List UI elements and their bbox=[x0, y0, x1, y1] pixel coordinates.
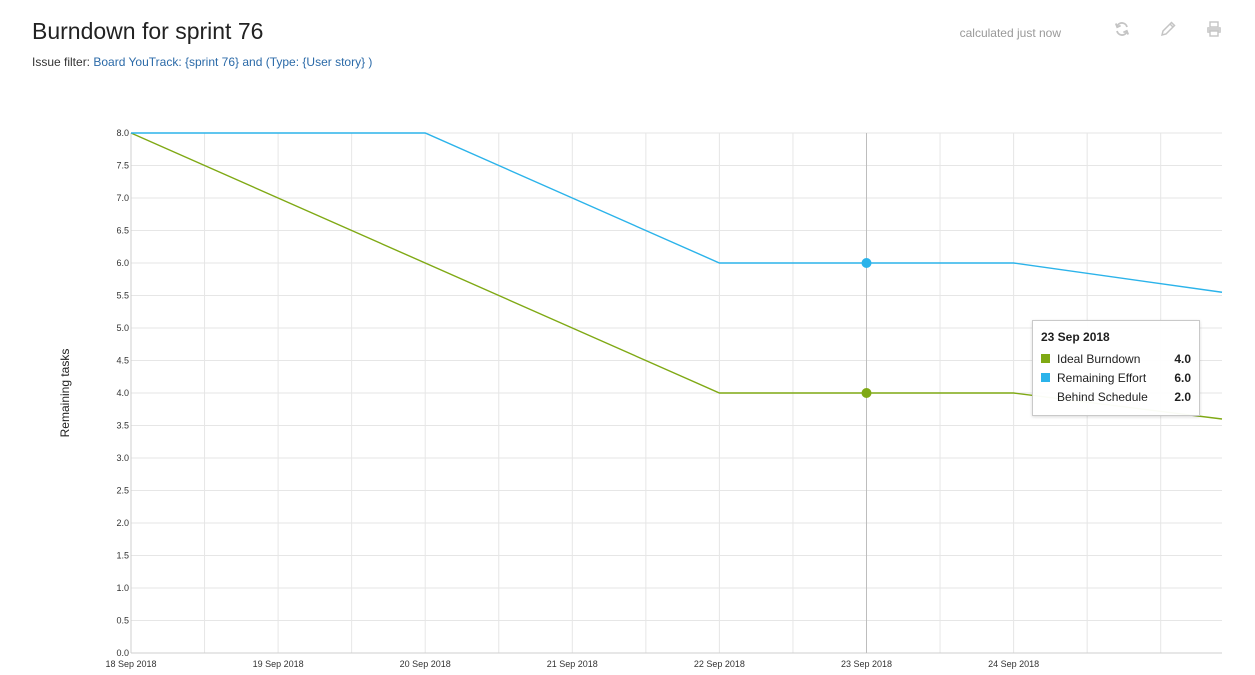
x-tick-label: 23 Sep 2018 bbox=[841, 659, 892, 669]
legend-swatch bbox=[1041, 354, 1050, 363]
filter-label: Issue filter: bbox=[32, 55, 91, 69]
y-tick-label: 2.5 bbox=[116, 486, 129, 496]
y-axis-label: Remaining tasks bbox=[58, 348, 72, 438]
y-tick-label: 1.5 bbox=[116, 551, 129, 561]
page-title: Burndown for sprint 76 bbox=[32, 18, 264, 44]
tooltip-date: 23 Sep 2018 bbox=[1041, 330, 1110, 344]
y-tick-label: 2.0 bbox=[116, 518, 129, 528]
tooltip-row: Ideal Burndown 4.0 bbox=[1041, 349, 1191, 368]
series-line-remaining-effort bbox=[131, 132, 1223, 293]
y-tick-label: 6.0 bbox=[116, 258, 129, 268]
highlight-point-remaining-effort bbox=[861, 258, 872, 268]
y-tick-label: 7.5 bbox=[116, 161, 129, 171]
y-tick-label: 7.0 bbox=[116, 193, 129, 203]
printer-icon bbox=[1207, 21, 1221, 37]
tooltip-series-name: Remaining Effort bbox=[1057, 370, 1147, 385]
tooltip-series-value: 4.0 bbox=[1174, 351, 1191, 366]
tooltip-series-value: 2.0 bbox=[1174, 389, 1191, 404]
y-tick-label: 4.0 bbox=[116, 388, 129, 398]
x-tick-label: 24 Sep 2018 bbox=[988, 659, 1039, 669]
x-tick-label: 20 Sep 2018 bbox=[400, 659, 451, 669]
legend-swatch bbox=[1041, 373, 1050, 382]
highlight-point-ideal-burndown bbox=[861, 388, 872, 398]
issue-filter: Issue filter: Board YouTrack: {sprint 76… bbox=[32, 55, 372, 69]
y-tick-label: 0.0 bbox=[116, 648, 129, 658]
x-tick-label: 18 Sep 2018 bbox=[105, 659, 156, 669]
tooltip-series-name: Behind Schedule bbox=[1057, 389, 1148, 404]
chart-tooltip: 23 Sep 2018 Ideal Burndown 4.0 Remaining… bbox=[1032, 320, 1200, 416]
y-tick-label: 0.5 bbox=[116, 616, 129, 626]
y-tick-label: 1.0 bbox=[116, 583, 129, 593]
legend-swatch bbox=[1041, 392, 1050, 401]
x-tick-label: 22 Sep 2018 bbox=[694, 659, 745, 669]
y-tick-label: 5.0 bbox=[116, 323, 129, 333]
y-tick-label: 8.0 bbox=[116, 128, 129, 138]
x-tick-label: 19 Sep 2018 bbox=[253, 659, 304, 669]
x-tick-label: 21 Sep 2018 bbox=[547, 659, 598, 669]
tooltip-row: Behind Schedule 2.0 bbox=[1041, 387, 1191, 406]
pencil-icon bbox=[1160, 21, 1176, 37]
filter-query-link[interactable]: Board YouTrack: {sprint 76} and (Type: {… bbox=[93, 55, 373, 69]
y-tick-label: 3.0 bbox=[116, 453, 129, 463]
calculation-status: calculated just now bbox=[959, 26, 1061, 40]
tooltip-row: Remaining Effort 6.0 bbox=[1041, 368, 1191, 387]
print-button[interactable] bbox=[1203, 18, 1225, 40]
edit-button[interactable] bbox=[1157, 18, 1179, 40]
y-tick-label: 4.5 bbox=[116, 356, 129, 366]
refresh-button[interactable] bbox=[1111, 18, 1133, 40]
toolbar: calculated just now bbox=[960, 18, 1225, 40]
tooltip-series-name: Ideal Burndown bbox=[1057, 351, 1141, 366]
refresh-icon bbox=[1114, 22, 1130, 36]
y-tick-label: 3.5 bbox=[116, 421, 129, 431]
y-tick-label: 6.5 bbox=[116, 226, 129, 236]
y-tick-label: 5.5 bbox=[116, 291, 129, 301]
tooltip-series-value: 6.0 bbox=[1174, 370, 1191, 385]
